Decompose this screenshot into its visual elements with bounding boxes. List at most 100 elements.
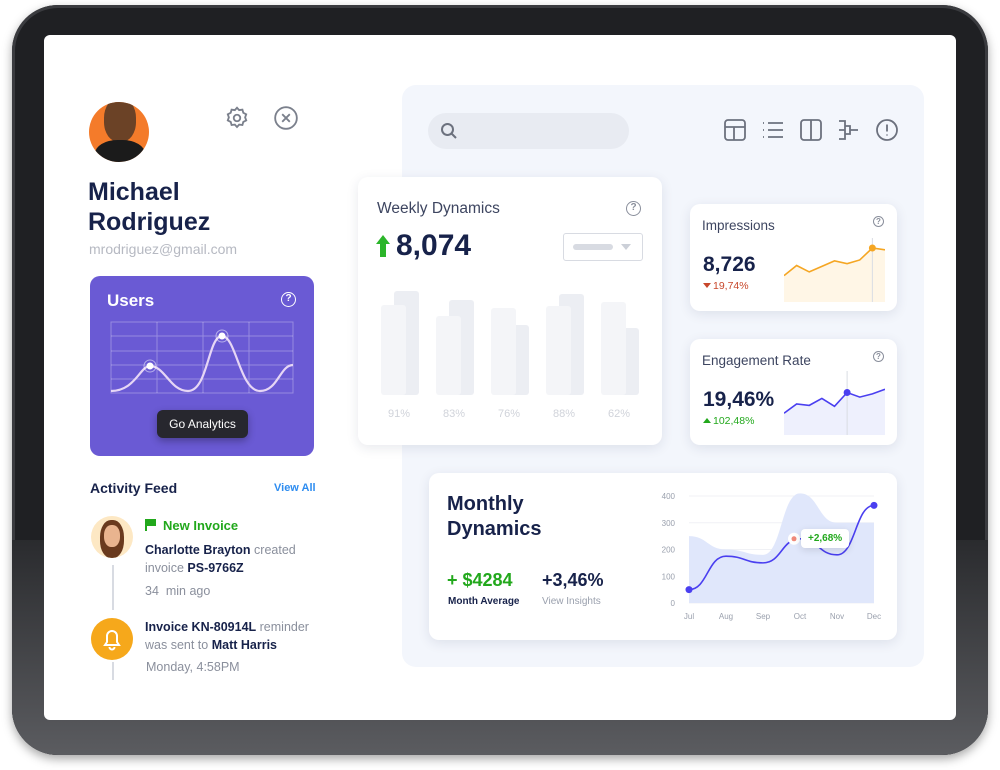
engagement-title: Engagement Rate xyxy=(702,353,811,368)
weekly-title: Weekly Dynamics xyxy=(377,200,500,217)
engagement-value: 19,46% xyxy=(703,388,775,411)
users-chart xyxy=(110,321,294,394)
monthly-title-2: Dynamics xyxy=(447,518,542,540)
timeline-line xyxy=(112,565,114,610)
chart-point xyxy=(215,329,229,343)
bar xyxy=(546,306,571,395)
view-insights-link[interactable]: View Insights xyxy=(542,596,601,607)
bar-label: 76% xyxy=(497,408,521,420)
hierarchy-icon[interactable] xyxy=(838,119,860,141)
impressions-value: 8,726 xyxy=(703,253,756,276)
profile-email: mrodriguez@gmail.com xyxy=(89,241,238,257)
monthly-line-chart: 0 100 200 300 400 Jul Aug Sep Oct Nov Dec xyxy=(662,492,881,621)
help-icon[interactable]: ? xyxy=(873,351,884,362)
trend-up-icon xyxy=(376,235,390,257)
activity-text: Invoice KN-80914L reminder was sent to M… xyxy=(145,618,335,654)
view-all-link[interactable]: View All xyxy=(274,482,316,494)
bar xyxy=(491,308,516,395)
users-card: Users ? Go Analytics xyxy=(90,276,314,456)
weekly-bar-chart: 91% 83% 76% 88% 62% xyxy=(358,177,662,445)
activity-time: Monday, 4:58PM xyxy=(146,660,240,674)
chevron-down-icon xyxy=(621,244,631,255)
impressions-card: Impressions ? 8,726 19,74% xyxy=(690,204,897,311)
impressions-title: Impressions xyxy=(702,218,775,233)
flag-icon xyxy=(145,519,156,531)
bar-label: 83% xyxy=(442,408,466,420)
sparkline-line xyxy=(784,247,885,277)
search-icon xyxy=(441,123,457,139)
columns-icon[interactable] xyxy=(800,119,822,141)
bell-avatar xyxy=(91,618,133,660)
activity-time: 34 min ago xyxy=(145,584,211,598)
month-average-value: + $4284 xyxy=(447,570,513,590)
activity-text-2: invoice xyxy=(145,561,188,575)
sparkline-point xyxy=(868,244,876,252)
impressions-sparkline xyxy=(784,238,885,302)
insights-value: +3,46% xyxy=(542,570,604,590)
chart-point xyxy=(143,359,157,373)
sparkline-line xyxy=(784,388,885,414)
x-tick-label: Nov xyxy=(830,612,844,621)
profile-last-name: Rodriguez xyxy=(88,208,211,236)
go-analytics-button[interactable]: Go Analytics xyxy=(157,410,248,438)
data-point xyxy=(685,586,693,594)
y-tick-label: 300 xyxy=(662,519,676,528)
month-average-label: Month Average xyxy=(448,596,520,607)
bar-label: 91% xyxy=(387,408,411,420)
bar xyxy=(381,305,406,395)
activity-person[interactable]: Charlotte Brayton xyxy=(145,543,251,557)
help-icon[interactable]: ? xyxy=(281,292,296,307)
x-tick-label: Aug xyxy=(719,612,733,621)
invoice-ref[interactable]: PS-9766Z xyxy=(187,561,244,575)
table-icon[interactable] xyxy=(724,119,746,141)
list-icon[interactable] xyxy=(762,120,784,140)
users-title: Users xyxy=(107,291,155,310)
y-tick-label: 0 xyxy=(671,599,676,608)
chart-tooltip: +2,68% xyxy=(801,529,850,548)
activity-feed-title: Activity Feed xyxy=(90,480,178,496)
activity-verb: reminder xyxy=(256,620,309,634)
engagement-card: Engagement Rate ? 19,46% 102,48% xyxy=(690,339,897,445)
bar-label: 62% xyxy=(607,408,631,420)
help-icon[interactable]: ? xyxy=(873,216,884,227)
sparkline-area xyxy=(784,389,885,435)
help-icon[interactable]: ? xyxy=(626,201,641,216)
y-tick-label: 400 xyxy=(662,492,676,501)
activity-person[interactable]: Matt Harris xyxy=(211,638,277,652)
activity-verb: created xyxy=(250,543,296,557)
x-tick-label: Oct xyxy=(794,612,807,621)
weekly-dynamics-card: Weekly Dynamics ? 8,074 91% 83% 76% 88% 62% xyxy=(358,177,662,445)
timeline-line xyxy=(112,662,114,680)
avatar xyxy=(89,102,149,162)
background-area xyxy=(689,493,874,603)
activity-text: Charlotte Brayton created invoice PS-976… xyxy=(145,541,335,577)
weekly-value: 8,074 xyxy=(396,229,472,262)
impressions-change: 19,74% xyxy=(713,280,749,292)
activity-tag: New Invoice xyxy=(163,518,239,533)
profile-first-name: Michael xyxy=(88,178,180,206)
bar-label: 88% xyxy=(552,408,576,420)
y-tick-label: 200 xyxy=(662,546,676,555)
engagement-change: 102,48% xyxy=(713,415,755,427)
sparkline-point xyxy=(843,389,851,396)
sparkline-area xyxy=(784,248,885,302)
highlight-dot xyxy=(791,536,797,542)
monthly-title-1: Monthly xyxy=(447,493,524,515)
alert-icon[interactable] xyxy=(876,119,898,141)
monthly-dynamics-card: Monthly Dynamics + $4284 Month Average +… xyxy=(429,473,897,640)
period-dropdown[interactable] xyxy=(563,233,643,261)
engagement-sparkline xyxy=(784,371,885,435)
charlotte-avatar xyxy=(91,516,133,558)
series-line xyxy=(688,504,875,591)
invoice-ref[interactable]: Invoice KN-80914L xyxy=(145,620,257,634)
search-input[interactable] xyxy=(428,113,629,149)
bar xyxy=(601,302,626,395)
close-icon[interactable] xyxy=(273,105,299,136)
activity-text-2: was sent to xyxy=(145,638,212,652)
settings-icon[interactable] xyxy=(224,105,250,136)
x-tick-label: Dec xyxy=(867,612,881,621)
bell-icon xyxy=(103,630,121,651)
bar xyxy=(436,316,461,395)
x-tick-label: Jul xyxy=(684,612,694,621)
x-tick-label: Sep xyxy=(756,612,771,621)
